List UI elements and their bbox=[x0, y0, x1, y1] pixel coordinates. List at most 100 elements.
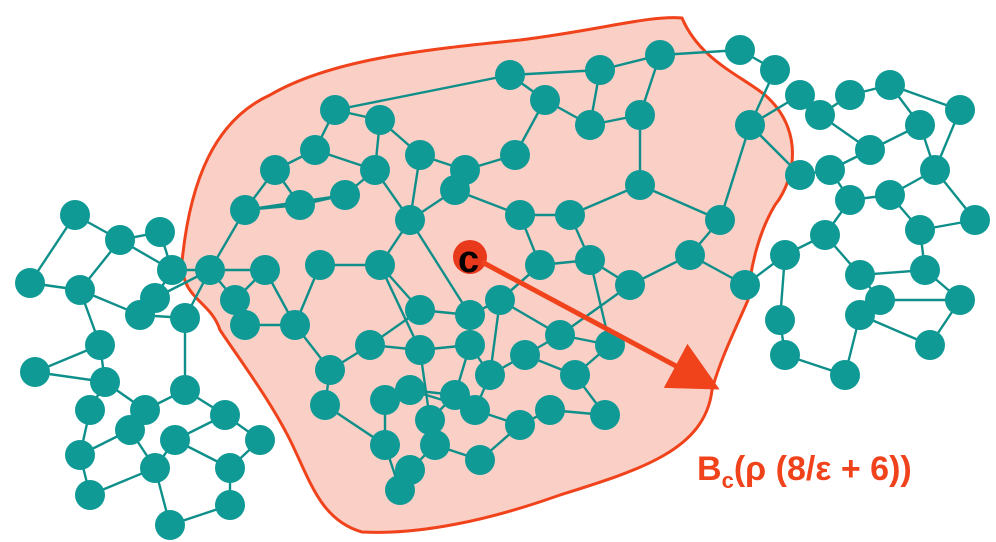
graph-node bbox=[215, 453, 245, 483]
graph-node bbox=[810, 220, 840, 250]
graph-node bbox=[230, 310, 260, 340]
graph-node bbox=[875, 180, 905, 210]
graph-node bbox=[320, 95, 350, 125]
graph-node bbox=[875, 70, 905, 100]
graph-node bbox=[945, 95, 975, 125]
graph-node bbox=[835, 80, 865, 110]
graph-node bbox=[215, 490, 245, 520]
graph-node bbox=[625, 100, 655, 130]
graph-node bbox=[545, 320, 575, 350]
graph-node bbox=[230, 195, 260, 225]
graph-node bbox=[575, 245, 605, 275]
graph-node bbox=[765, 305, 795, 335]
graph-node bbox=[60, 200, 90, 230]
graph-node bbox=[250, 255, 280, 285]
graph-node bbox=[705, 205, 735, 235]
graph-node bbox=[75, 395, 105, 425]
graph-node bbox=[395, 455, 425, 485]
graph-node bbox=[370, 430, 400, 460]
graph-node bbox=[155, 510, 185, 540]
graph-node bbox=[805, 100, 835, 130]
graph-node bbox=[730, 270, 760, 300]
graph-node bbox=[140, 453, 170, 483]
graph-node bbox=[590, 400, 620, 430]
graph-node bbox=[615, 270, 645, 300]
graph-node bbox=[157, 255, 187, 285]
graph-node bbox=[365, 250, 395, 280]
graph-node bbox=[245, 425, 275, 455]
graph-node bbox=[455, 330, 485, 360]
graph-node bbox=[280, 310, 310, 340]
graph-node bbox=[405, 335, 435, 365]
graph-node bbox=[355, 330, 385, 360]
graph-node bbox=[525, 250, 555, 280]
graph-node bbox=[405, 295, 435, 325]
graph-node bbox=[370, 385, 400, 415]
graph-node bbox=[560, 360, 590, 390]
graph-node bbox=[905, 110, 935, 140]
graph-node bbox=[625, 170, 655, 200]
graph-node bbox=[105, 225, 135, 255]
graph-node bbox=[555, 200, 585, 230]
graph-node bbox=[315, 355, 345, 385]
graph-node bbox=[960, 205, 990, 235]
graph-node bbox=[15, 268, 45, 298]
graph-node bbox=[285, 190, 315, 220]
graph-node bbox=[760, 55, 790, 85]
graph-node bbox=[305, 250, 335, 280]
graph-node bbox=[575, 110, 605, 140]
graph-node bbox=[405, 140, 435, 170]
graph-node bbox=[75, 480, 105, 510]
graph-node bbox=[365, 105, 395, 135]
graph-node bbox=[815, 155, 845, 185]
graph-node bbox=[535, 395, 565, 425]
graph-node bbox=[905, 215, 935, 245]
graph-node bbox=[170, 303, 200, 333]
graph-node bbox=[830, 360, 860, 390]
graph-node bbox=[835, 185, 865, 215]
graph-node bbox=[505, 200, 535, 230]
graph-node bbox=[460, 395, 490, 425]
graph-node bbox=[735, 110, 765, 140]
graph-node bbox=[90, 367, 120, 397]
graph-node bbox=[505, 410, 535, 440]
ball-label-subscript: c bbox=[722, 468, 734, 493]
graph-node bbox=[20, 357, 50, 387]
graph-node bbox=[530, 85, 560, 115]
graph-node bbox=[65, 440, 95, 470]
graph-node bbox=[330, 180, 360, 210]
center-label: c bbox=[458, 239, 479, 281]
graph-node bbox=[415, 405, 445, 435]
graph-node bbox=[945, 285, 975, 315]
graph-node bbox=[485, 285, 515, 315]
graph-node bbox=[845, 260, 875, 290]
graph-node bbox=[310, 390, 340, 420]
graph-node bbox=[845, 300, 875, 330]
ball-label-prefix: B bbox=[697, 450, 722, 488]
graph-node bbox=[855, 135, 885, 165]
graph-node bbox=[500, 140, 530, 170]
graph-node bbox=[160, 425, 190, 455]
graph-node bbox=[495, 60, 525, 90]
graph-node bbox=[785, 160, 815, 190]
graph-node bbox=[440, 175, 470, 205]
graph-node bbox=[910, 255, 940, 285]
graph-node bbox=[725, 35, 755, 65]
graph-node bbox=[210, 400, 240, 430]
graph-node bbox=[420, 430, 450, 460]
graph-node bbox=[115, 415, 145, 445]
graph-node bbox=[65, 275, 95, 305]
graph-node bbox=[300, 135, 330, 165]
graph-node bbox=[455, 300, 485, 330]
graph-node bbox=[360, 155, 390, 185]
ball-label-body: (ρ (8/ε + 6)) bbox=[734, 450, 912, 488]
graph-node bbox=[85, 330, 115, 360]
graph-node bbox=[645, 40, 675, 70]
graph-node bbox=[145, 217, 175, 247]
graph-node bbox=[260, 155, 290, 185]
graph-node bbox=[770, 240, 800, 270]
graph-node bbox=[195, 255, 225, 285]
graph-node bbox=[915, 330, 945, 360]
graph-node bbox=[465, 445, 495, 475]
ball-label: Bc(ρ (8/ε + 6)) bbox=[697, 450, 912, 493]
